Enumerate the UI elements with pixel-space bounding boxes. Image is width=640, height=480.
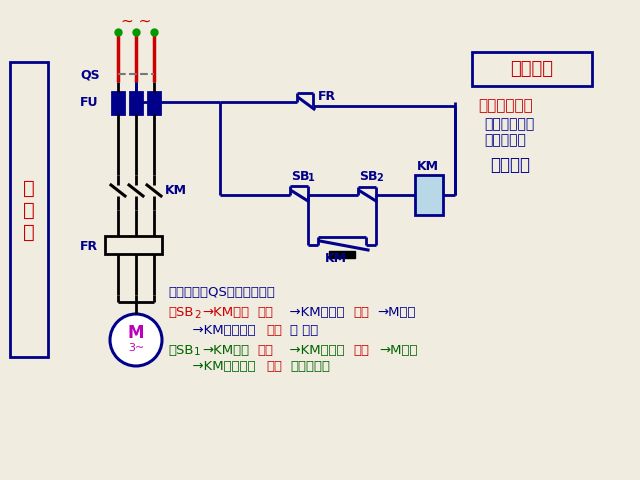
- Text: 间连续工作: 间连续工作: [484, 133, 526, 147]
- Text: 长动电路功能: 长动电路功能: [478, 98, 532, 113]
- Text: 3~: 3~: [128, 343, 144, 353]
- Text: 失电: 失电: [257, 344, 273, 357]
- Text: →KM主触头: →KM主触头: [281, 344, 344, 357]
- Text: 1: 1: [308, 173, 315, 183]
- Bar: [415, 175, 443, 215]
- Text: 2: 2: [194, 310, 200, 320]
- Text: －失去自锁: －失去自锁: [290, 360, 330, 373]
- Text: 2: 2: [376, 173, 383, 183]
- Bar: [148, 92, 160, 114]
- Text: 按SB: 按SB: [168, 344, 193, 357]
- Text: FR: FR: [318, 91, 336, 104]
- Text: SB: SB: [291, 169, 310, 182]
- Text: FR: FR: [80, 240, 98, 252]
- Text: M: M: [128, 324, 144, 342]
- Text: 得电: 得电: [257, 307, 273, 320]
- Text: →KM线圈: →KM线圈: [202, 307, 249, 320]
- Text: 按SB: 按SB: [168, 307, 193, 320]
- Text: QS: QS: [80, 69, 100, 82]
- Bar: [10, 62, 48, 357]
- Text: KM: KM: [417, 160, 439, 173]
- Text: →M运转: →M运转: [377, 307, 415, 320]
- Text: 1: 1: [194, 347, 200, 357]
- Text: KM: KM: [165, 183, 187, 196]
- Text: SB: SB: [359, 169, 378, 182]
- Circle shape: [110, 314, 162, 366]
- Text: 恢复: 恢复: [266, 360, 282, 373]
- Text: →KM主触头: →KM主触头: [281, 307, 344, 320]
- Text: ~ ~: ~ ~: [121, 14, 151, 29]
- Bar: [105, 236, 162, 254]
- Text: FU: FU: [80, 96, 99, 109]
- Text: →KM辅助触头: →KM辅助触头: [184, 360, 255, 373]
- Text: KM: KM: [325, 252, 347, 265]
- Text: →M停转: →M停转: [379, 344, 417, 357]
- Text: →KM辅助触头: →KM辅助触头: [184, 324, 255, 336]
- Text: 控制电路: 控制电路: [511, 60, 554, 78]
- Text: 闭合: 闭合: [266, 324, 282, 336]
- Bar: [329, 251, 355, 258]
- Text: 闭合: 闭合: [353, 307, 369, 320]
- Text: →KM线圈: →KM线圈: [202, 344, 249, 357]
- Bar: [130, 92, 142, 114]
- Bar: [112, 92, 124, 114]
- Text: 先闭合开关QS，接通电源。: 先闭合开关QS，接通电源。: [168, 286, 275, 299]
- Text: 恢复: 恢复: [353, 344, 369, 357]
- Text: － 自锁: － 自锁: [290, 324, 318, 336]
- Bar: [472, 52, 592, 86]
- Text: 主
电
路: 主 电 路: [23, 179, 35, 241]
- Text: 控制电机长时: 控制电机长时: [484, 117, 534, 131]
- Text: 工作原理: 工作原理: [490, 156, 530, 174]
